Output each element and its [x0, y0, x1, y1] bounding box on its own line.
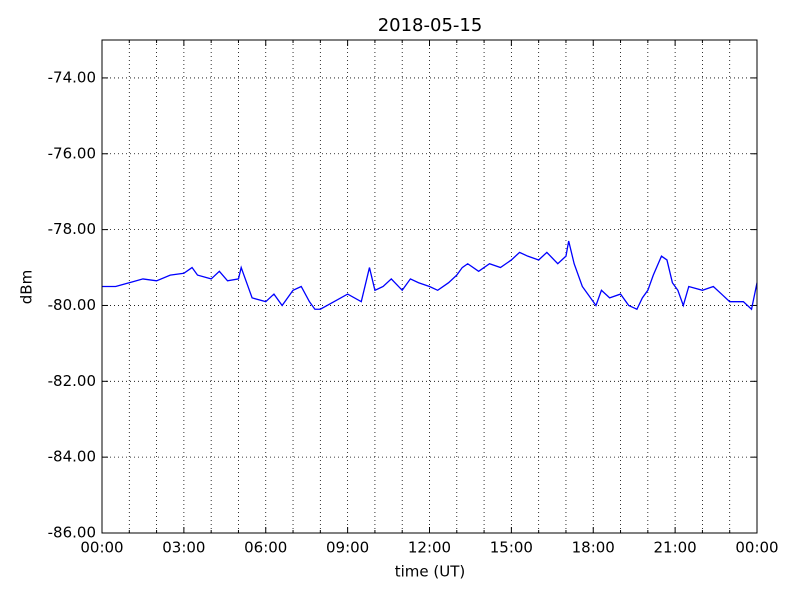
y-tick-label: -82.00 [48, 372, 96, 390]
x-tick-label: 00:00 [80, 539, 123, 557]
x-tick-label: 18:00 [572, 539, 615, 557]
x-tick-label: 15:00 [490, 539, 533, 557]
x-tick-label: 21:00 [654, 539, 697, 557]
y-tick-label: -78.00 [48, 220, 96, 238]
x-tick-label: 12:00 [408, 539, 451, 557]
y-axis-label: dBm [18, 270, 36, 304]
plot-frame [101, 39, 758, 534]
x-tick-label: 00:00 [735, 539, 778, 557]
data-line [102, 240, 758, 311]
y-tick-label: -76.00 [48, 144, 96, 162]
y-tick-label: -84.00 [48, 448, 96, 466]
x-tick-label: 06:00 [244, 539, 287, 557]
y-tick-label: -74.00 [48, 68, 96, 86]
x-axis-label: time (UT) [395, 563, 466, 581]
chart-title: 2018-05-15 [378, 15, 483, 36]
x-tick-label: 03:00 [162, 539, 205, 557]
y-tick-label: -80.00 [48, 296, 96, 314]
y-tick-label: -86.00 [48, 524, 96, 542]
x-tick-label: 09:00 [326, 539, 369, 557]
